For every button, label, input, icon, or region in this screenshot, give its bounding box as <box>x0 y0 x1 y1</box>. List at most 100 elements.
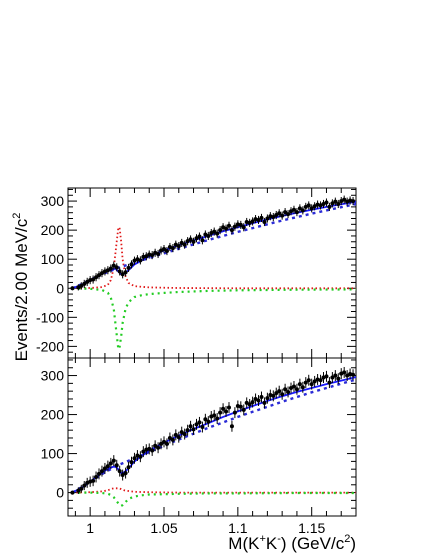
top-data-point <box>85 277 90 286</box>
bottom-data-point <box>283 383 288 395</box>
top-data-point <box>256 215 261 225</box>
top-data-point <box>318 201 323 210</box>
bottom-data-point <box>229 420 234 432</box>
top-data-point <box>280 211 285 220</box>
bottom-signal-curve <box>72 487 356 494</box>
bottom-data-point <box>129 456 134 468</box>
bottom-data-point <box>345 370 350 382</box>
top-data-point <box>194 234 199 243</box>
top-data-point <box>277 209 282 218</box>
bottom-data-point <box>156 442 161 454</box>
bottom-data-point <box>303 377 308 389</box>
top-data-point <box>303 202 308 211</box>
top-data-point <box>105 266 110 275</box>
bottom-data-point <box>82 481 87 491</box>
bottom-data-point <box>123 467 128 479</box>
bottom-data-point <box>327 377 332 389</box>
bottom-data-point <box>300 381 305 393</box>
bottom-data-point <box>108 457 113 469</box>
bottom-data-point <box>286 386 291 398</box>
bottom-data-point <box>185 424 190 436</box>
top-data-point <box>300 206 305 215</box>
top-data-point <box>150 251 155 260</box>
top-interference-curve <box>72 287 356 353</box>
bottom-data-point <box>79 484 84 493</box>
bottom-data-point <box>224 405 229 417</box>
bottom-data-point <box>167 432 172 444</box>
bottom-data-point <box>218 407 223 419</box>
bottom-data-point <box>318 374 323 386</box>
top-data-point <box>197 232 202 241</box>
bottom-data-point <box>188 420 193 432</box>
top-data-point <box>164 246 169 256</box>
top-data-point <box>135 255 140 264</box>
top-data-point <box>232 222 237 231</box>
bottom-data-point <box>262 397 267 409</box>
top-y-tick-label: -100 <box>36 309 64 325</box>
top-data-point <box>94 273 99 282</box>
bottom-data-point <box>206 416 211 428</box>
bottom-data-point <box>117 465 122 477</box>
top-background-curve <box>71 202 356 290</box>
top-data-point <box>306 201 311 210</box>
x-axis-title: M(K+K-) (GeV/c2) <box>228 533 356 553</box>
top-data-point <box>129 260 134 269</box>
top-data-point <box>111 261 116 270</box>
bottom-data-point <box>147 443 152 455</box>
bottom-data-point <box>342 366 347 378</box>
top-data-point <box>289 207 294 216</box>
bottom-data-point <box>351 369 356 381</box>
top-data-point <box>97 271 102 280</box>
bottom-y-tick-label: 300 <box>41 368 65 384</box>
top-data-point <box>218 226 223 235</box>
bottom-data-point <box>336 373 341 385</box>
top-data-point <box>82 279 87 288</box>
bottom-data-point <box>132 452 137 464</box>
top-data-point <box>271 212 276 222</box>
bottom-y-tick-label: 0 <box>56 485 64 501</box>
top-data-point <box>336 199 341 209</box>
top-data-point <box>286 210 291 219</box>
bottom-data-point <box>277 385 282 397</box>
top-data-point <box>76 284 81 291</box>
bottom-data-point <box>309 378 314 390</box>
bottom-data-point <box>70 490 75 495</box>
bottom-data-point <box>330 372 335 383</box>
top-data-point <box>324 198 329 207</box>
bottom-data-point <box>241 404 246 416</box>
bottom-data-point <box>153 440 158 452</box>
top-data-point <box>321 199 326 209</box>
bottom-data-point <box>333 370 338 382</box>
bottom-data-point <box>91 475 96 487</box>
top-data-point <box>123 268 128 277</box>
top-data-point <box>294 208 299 217</box>
top-data-point <box>312 202 317 211</box>
bottom-data-point <box>265 392 270 404</box>
top-data-point <box>206 231 211 241</box>
top-data-point <box>108 264 113 273</box>
bottom-data-point <box>191 423 196 435</box>
top-data-point <box>333 197 338 206</box>
top-data-point <box>241 223 246 232</box>
top-data-point <box>250 217 255 226</box>
top-data-point <box>191 237 196 246</box>
bottom-data-point <box>297 378 302 390</box>
bottom-data-point <box>226 402 231 414</box>
top-data-point <box>156 249 161 259</box>
top-data-point <box>247 218 252 227</box>
bottom-data-point <box>194 418 199 430</box>
top-data-point <box>91 275 96 284</box>
bottom-data-point <box>232 407 237 419</box>
top-data-point <box>203 230 208 239</box>
bottom-x-tick-label: 1.1 <box>228 520 248 536</box>
top-data-point <box>70 286 75 291</box>
bottom-data-point <box>289 382 294 394</box>
bottom-data-point <box>244 397 249 409</box>
bottom-data-point <box>76 487 81 494</box>
bottom-data-point <box>203 413 208 425</box>
bottom-data-point <box>114 459 119 471</box>
top-data-point <box>212 227 217 236</box>
bottom-data-point <box>97 468 102 480</box>
